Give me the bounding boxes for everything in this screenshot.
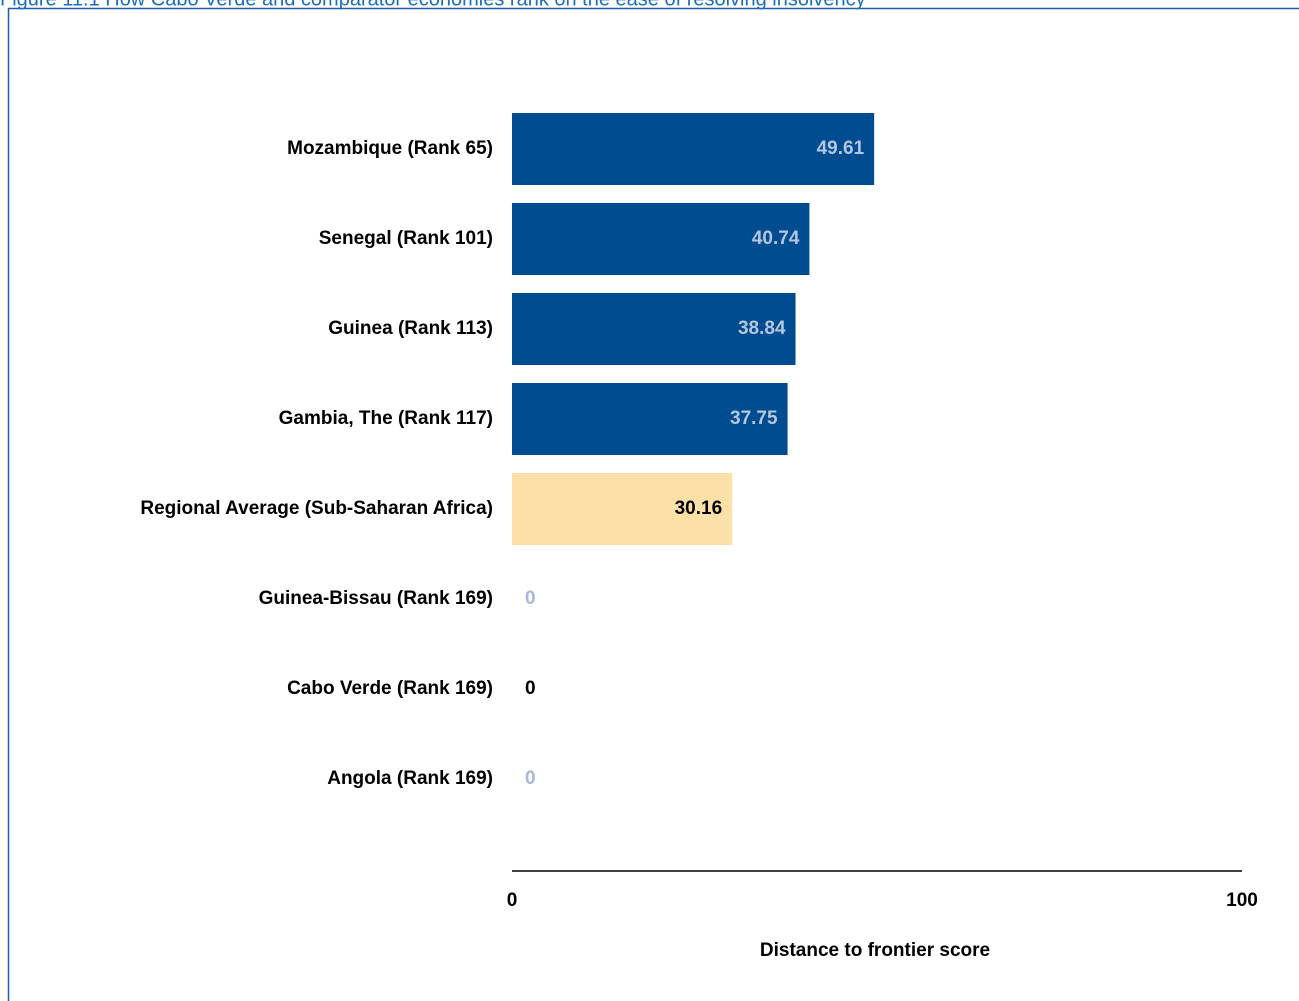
value-label: 30.16: [675, 498, 723, 519]
frame: [7, 7, 1299, 1001]
value-label: 38.84: [738, 318, 786, 339]
category-label: Guinea (Rank 113): [328, 318, 493, 339]
value-label: 0: [525, 588, 536, 609]
x-tick-label: 0: [507, 890, 518, 911]
category-label: Cabo Verde (Rank 169): [287, 678, 493, 699]
value-label: 49.61: [817, 138, 865, 159]
value-label: 0: [525, 768, 536, 789]
category-label: Senegal (Rank 101): [319, 228, 493, 249]
x-tick-label: 100: [1226, 890, 1258, 911]
value-label: 0: [525, 678, 536, 699]
chart-title: Figure 11.1 How Cabo Verde and comparato…: [0, 0, 866, 10]
bar: [512, 473, 733, 545]
value-label: 37.75: [730, 408, 778, 429]
category-label: Guinea-Bissau (Rank 169): [259, 588, 493, 609]
category-label: Mozambique (Rank 65): [287, 138, 493, 159]
bar: [512, 113, 875, 185]
bar: [512, 293, 796, 365]
bar: [512, 203, 810, 275]
value-label: 40.74: [752, 228, 800, 249]
x-axis-label: Distance to frontier score: [760, 940, 990, 961]
category-label: Angola (Rank 169): [327, 768, 493, 789]
category-label: Regional Average (Sub-Saharan Africa): [140, 498, 493, 519]
category-label: Gambia, The (Rank 117): [279, 408, 493, 429]
bar: [512, 383, 788, 455]
